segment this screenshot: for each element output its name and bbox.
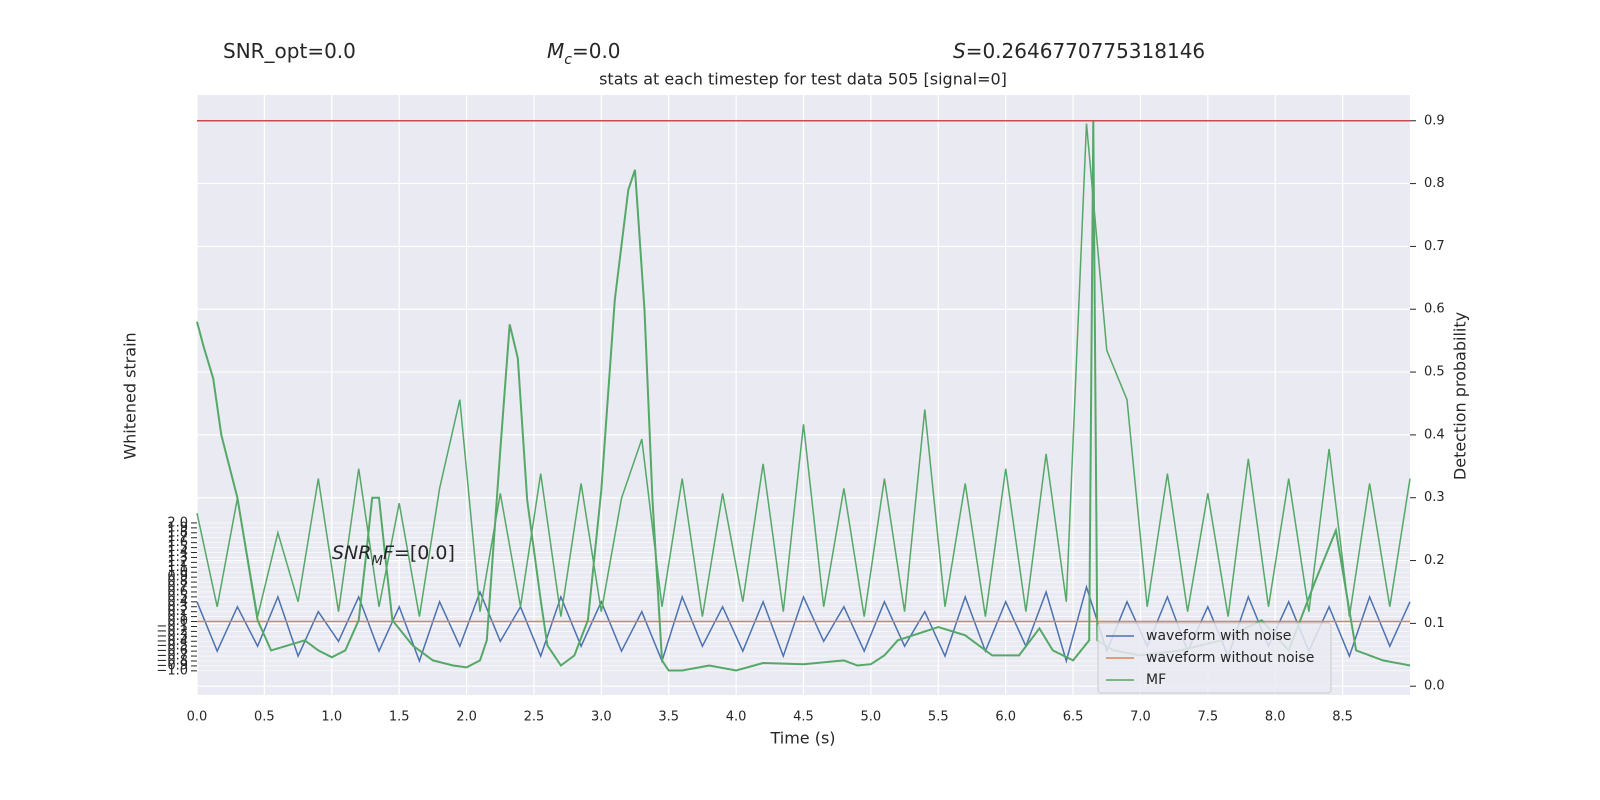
y-tick-label: 1.6 (167, 535, 188, 550)
annotation-part: =[0.0] (394, 542, 455, 564)
y-tick-label: −0.6 (156, 644, 188, 659)
y-tick-label: 1.8 (167, 525, 188, 540)
y-tick-label: 0.2 (167, 604, 188, 619)
x-tick-label: 0.0 (187, 710, 208, 725)
x-tick-label: 8.5 (1332, 710, 1353, 725)
y2-tick-label: 0.3 (1424, 490, 1445, 505)
annotation: SNRMF=[0.0] (332, 542, 455, 569)
annotation-part: SNR (332, 542, 371, 564)
legend-box (1097, 622, 1332, 694)
annotation: SNR_opt=0.0 (223, 39, 356, 63)
x-tick-label: 6.0 (995, 710, 1016, 725)
legend-label: waveform without noise (1146, 650, 1314, 666)
y-tick-label: −0.5 (156, 639, 188, 654)
x-tick-label: 4.5 (793, 710, 814, 725)
y-tick-label: 1.7 (167, 530, 188, 545)
y-tick-label: −0.8 (156, 653, 188, 668)
y2-tick-label: 0.6 (1424, 302, 1445, 317)
y2-tick-label: 0.9 (1424, 113, 1445, 128)
legend-label: MF (1146, 672, 1166, 688)
legend-label: waveform with noise (1146, 628, 1291, 644)
y-tick-label: 1.3 (167, 550, 188, 565)
y-tick-label: 1.2 (167, 555, 188, 570)
x-tick-label: 2.5 (524, 710, 545, 725)
y-tick-label: −0.4 (156, 634, 188, 649)
y-tick-label: 0.6 (167, 584, 188, 599)
annotation-part: =0.0 (572, 39, 621, 63)
y2-tick-label: 0.8 (1424, 176, 1445, 191)
y-tick-label: 1.9 (167, 520, 188, 535)
y-tick-label: −0.9 (156, 658, 188, 673)
x-tick-label: 8.0 (1265, 710, 1286, 725)
y2-axis-label: Detection probability (1451, 312, 1470, 480)
annotation-part: =0.2646770775318146 (966, 39, 1205, 63)
probability-line (196, 120, 1411, 672)
x-tick-label: 4.0 (726, 710, 747, 725)
y-tick-label: 0.5 (167, 589, 188, 604)
y-tick-label: −0.1 (156, 619, 188, 634)
legend: waveform with noise waveform without nois… (1097, 622, 1332, 694)
x-tick-label: 7.0 (1130, 710, 1151, 725)
series-line (196, 123, 1411, 617)
y2-tick-label: 0.0 (1424, 679, 1445, 694)
y-tick-label: 0.8 (167, 575, 188, 590)
y-tick-label: 0.3 (167, 599, 188, 614)
y-tick-label: 1.1 (167, 560, 188, 575)
y2-tick-label: 0.1 (1424, 616, 1445, 631)
x-tick-label: 5.0 (861, 710, 882, 725)
series-line (196, 584, 1411, 664)
axes: 0.0 0.5 1.0 1.5 2.0 2.5 3.0 3.5 4.0 4.5 5.0 5.5 6.0 6… (156, 113, 1444, 724)
x-tick-label: 7.5 (1197, 710, 1218, 725)
y-tick-label: 0.9 (167, 570, 188, 585)
marks (196, 120, 1411, 672)
y-tick-label: 1.5 (167, 540, 188, 555)
y-tick-label: 0.0 (167, 614, 188, 629)
y-tick-label: −1.0 (156, 663, 188, 678)
chart-title: stats at each timestep for test data 505… (599, 70, 1007, 89)
annotation-part: c (564, 52, 572, 68)
y-tick-label: 0.4 (167, 594, 188, 609)
y-tick-label: −0.7 (156, 649, 188, 664)
annotation-part: M (547, 39, 564, 63)
x-tick-label: 1.5 (389, 710, 410, 725)
x-tick-label: 1.0 (321, 710, 342, 725)
annotation: S=0.2646770775318146 (953, 39, 1205, 63)
y-tick-label: 1.0 (167, 565, 188, 580)
x-axis-label: Time (s) (769, 729, 835, 748)
annotation-part: F (383, 542, 395, 564)
y-tick-label: 0.1 (167, 609, 188, 624)
y-axis-label: Whitened strain (121, 332, 140, 459)
x-tick-label: 0.5 (254, 710, 275, 725)
y-tick-label: 1.4 (167, 545, 188, 560)
y2-tick-label: 0.7 (1424, 239, 1445, 254)
y2-tick-label: 0.2 (1424, 553, 1445, 568)
y-tick-label: 0.7 (167, 580, 188, 595)
y2-tick-label: 0.4 (1424, 427, 1445, 442)
y-tick-label: −0.3 (156, 629, 188, 644)
x-tick-label: 6.5 (1063, 710, 1084, 725)
x-tick-label: 2.0 (456, 710, 477, 725)
y2-tick-label: 0.5 (1424, 365, 1445, 380)
y-tick-label: 2.0 (167, 515, 188, 530)
annotation: Mc=0.0 (547, 39, 621, 69)
annotation-part: S (953, 39, 966, 63)
x-tick-label: 5.5 (928, 710, 949, 725)
annotation-part: M (371, 554, 383, 569)
x-tick-label: 3.0 (591, 710, 612, 725)
annotation-part: SNR_opt=0.0 (223, 39, 356, 63)
x-tick-label: 3.5 (658, 710, 679, 725)
y-tick-label: −0.2 (156, 624, 188, 639)
